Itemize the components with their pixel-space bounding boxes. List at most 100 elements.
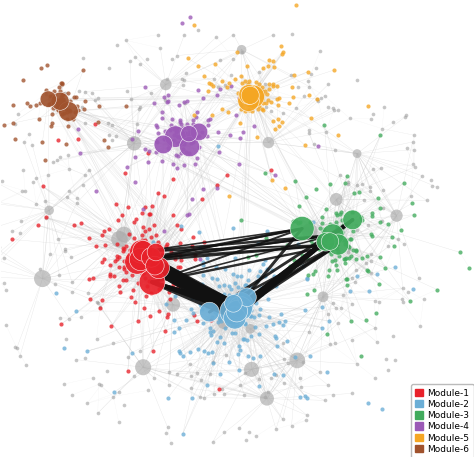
Point — [325, 247, 333, 255]
Point — [409, 138, 416, 146]
Point — [155, 285, 163, 292]
Point — [160, 135, 168, 142]
Point — [55, 96, 63, 104]
Point — [153, 254, 161, 261]
Point — [335, 132, 342, 139]
Point — [139, 223, 146, 231]
Point — [98, 296, 106, 303]
Point — [227, 298, 234, 305]
Point — [249, 90, 256, 97]
Point — [274, 115, 282, 122]
Point — [338, 217, 346, 224]
Point — [145, 264, 152, 271]
Point — [316, 47, 324, 54]
Point — [247, 283, 255, 291]
Point — [64, 122, 72, 130]
Point — [192, 133, 200, 141]
Point — [210, 391, 218, 398]
Point — [331, 240, 338, 247]
Point — [259, 90, 267, 98]
Point — [144, 158, 152, 165]
Point — [253, 277, 261, 285]
Point — [245, 87, 253, 95]
Point — [142, 255, 150, 262]
Point — [223, 301, 231, 308]
Point — [225, 358, 233, 366]
Point — [147, 234, 155, 241]
Point — [219, 77, 226, 85]
Point — [89, 374, 97, 381]
Point — [402, 112, 410, 119]
Point — [32, 101, 39, 109]
Point — [164, 394, 172, 401]
Point — [142, 255, 150, 262]
Point — [193, 154, 201, 162]
Point — [278, 244, 286, 252]
Point — [183, 120, 191, 128]
Point — [205, 79, 213, 86]
Point — [241, 319, 248, 326]
Point — [247, 332, 255, 340]
Point — [64, 116, 71, 123]
Point — [142, 266, 150, 273]
Point — [232, 112, 240, 119]
Point — [56, 153, 64, 160]
Point — [129, 258, 137, 266]
Point — [196, 255, 204, 263]
Point — [88, 89, 96, 96]
Point — [124, 88, 131, 95]
Point — [259, 106, 266, 114]
Point — [324, 381, 332, 388]
Point — [369, 110, 377, 117]
Point — [255, 273, 262, 280]
Point — [331, 146, 338, 153]
Point — [63, 106, 70, 113]
Point — [229, 317, 237, 324]
Point — [82, 355, 89, 362]
Point — [400, 179, 408, 186]
Point — [146, 260, 153, 268]
Point — [113, 256, 120, 263]
Point — [140, 260, 148, 267]
Point — [328, 235, 335, 243]
Point — [220, 319, 228, 326]
Point — [333, 235, 340, 243]
Point — [137, 257, 145, 265]
Point — [415, 275, 422, 282]
Point — [145, 149, 152, 156]
Point — [296, 202, 303, 209]
Point — [391, 264, 399, 271]
Point — [259, 83, 266, 90]
Point — [134, 317, 142, 324]
Point — [229, 300, 237, 307]
Point — [334, 107, 342, 114]
Point — [151, 260, 159, 267]
Point — [185, 134, 193, 142]
Point — [226, 192, 233, 199]
Point — [147, 245, 155, 253]
Point — [142, 239, 149, 246]
Point — [146, 256, 153, 263]
Point — [329, 299, 337, 306]
Point — [172, 123, 179, 131]
Point — [77, 219, 85, 226]
Point — [309, 270, 317, 277]
Point — [141, 258, 148, 265]
Point — [42, 156, 49, 164]
Point — [54, 100, 61, 107]
Point — [78, 103, 85, 111]
Point — [331, 236, 338, 243]
Point — [328, 258, 336, 265]
Point — [334, 235, 341, 243]
Point — [366, 183, 374, 191]
Point — [61, 345, 68, 352]
Point — [342, 275, 350, 282]
Point — [126, 247, 133, 254]
Point — [183, 97, 191, 104]
Point — [270, 58, 277, 65]
Point — [140, 255, 148, 262]
Point — [93, 298, 100, 306]
Point — [336, 229, 343, 237]
Point — [145, 249, 153, 256]
Point — [170, 125, 177, 133]
